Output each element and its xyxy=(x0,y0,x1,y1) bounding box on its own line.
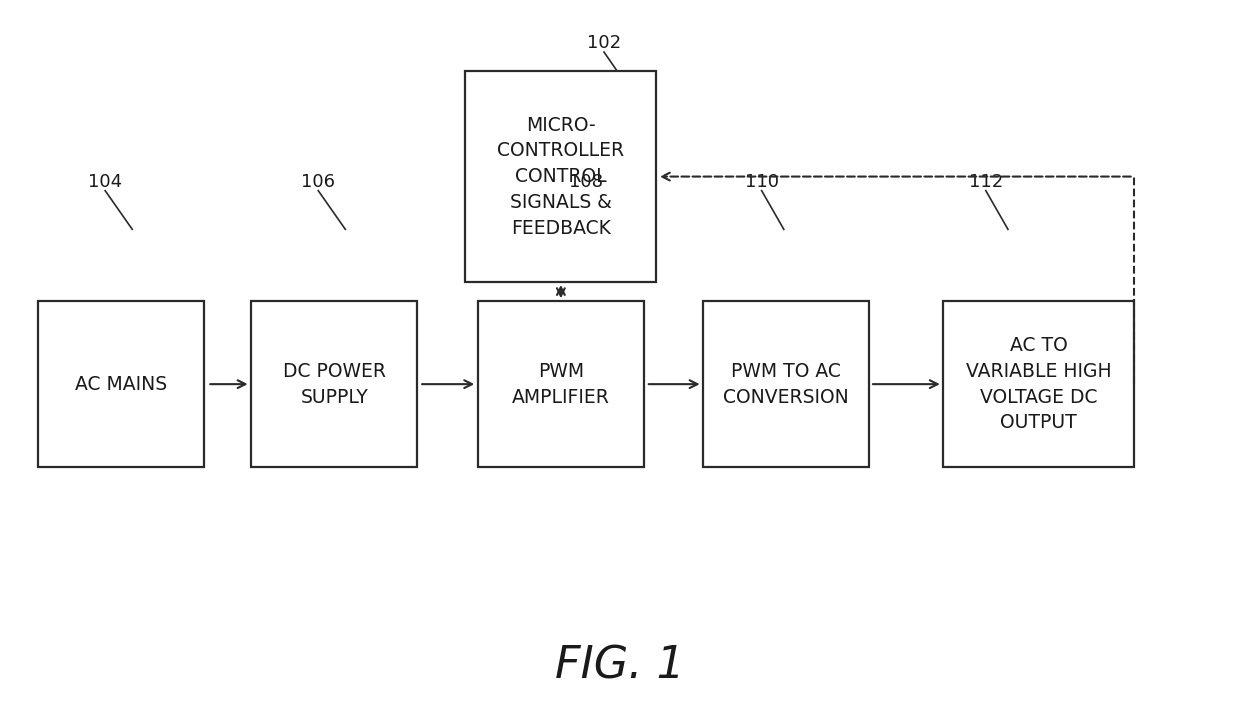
Bar xyxy=(703,301,869,467)
Text: 108: 108 xyxy=(568,172,603,191)
Bar xyxy=(944,301,1135,467)
Text: PWM
AMPLIFIER: PWM AMPLIFIER xyxy=(512,362,610,407)
Bar xyxy=(252,301,418,467)
Text: 102: 102 xyxy=(587,34,621,52)
Text: AC TO
VARIABLE HIGH
VOLTAGE DC
OUTPUT: AC TO VARIABLE HIGH VOLTAGE DC OUTPUT xyxy=(966,336,1111,432)
Text: AC MAINS: AC MAINS xyxy=(76,375,167,394)
Bar xyxy=(38,301,205,467)
Bar xyxy=(477,301,644,467)
Text: FIG. 1: FIG. 1 xyxy=(556,644,684,687)
Text: 112: 112 xyxy=(968,172,1003,191)
Text: MICRO-
CONTROLLER
CONTROL
SIGNALS &
FEEDBACK: MICRO- CONTROLLER CONTROL SIGNALS & FEED… xyxy=(497,115,625,238)
Text: PWM TO AC
CONVERSION: PWM TO AC CONVERSION xyxy=(723,362,849,407)
Bar xyxy=(465,71,656,282)
Text: 110: 110 xyxy=(745,172,779,191)
Text: DC POWER
SUPPLY: DC POWER SUPPLY xyxy=(283,362,386,407)
Text: 106: 106 xyxy=(301,172,335,191)
Text: 104: 104 xyxy=(88,172,123,191)
